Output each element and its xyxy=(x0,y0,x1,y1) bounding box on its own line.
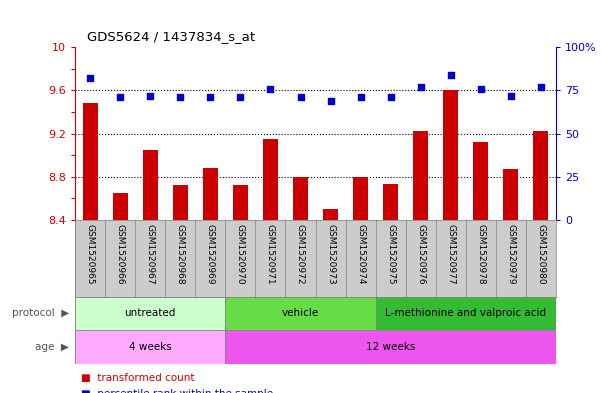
Bar xyxy=(233,185,248,220)
Bar xyxy=(203,168,218,220)
Bar xyxy=(353,177,368,220)
Point xyxy=(326,97,335,104)
Bar xyxy=(83,103,97,220)
Point xyxy=(476,86,486,92)
Bar xyxy=(444,90,459,220)
Text: GSM1520976: GSM1520976 xyxy=(416,224,425,285)
Text: GSM1520966: GSM1520966 xyxy=(116,224,124,285)
Text: GSM1520977: GSM1520977 xyxy=(447,224,455,285)
Text: L-methionine and valproic acid: L-methionine and valproic acid xyxy=(385,309,546,318)
Bar xyxy=(75,297,225,330)
Point xyxy=(386,94,395,101)
Text: vehicle: vehicle xyxy=(282,309,319,318)
Point xyxy=(266,86,275,92)
Bar xyxy=(534,131,549,220)
Point xyxy=(446,72,456,78)
Text: ■  percentile rank within the sample: ■ percentile rank within the sample xyxy=(81,389,273,393)
Text: GSM1520980: GSM1520980 xyxy=(537,224,545,285)
Point xyxy=(85,75,95,81)
Bar xyxy=(474,142,488,220)
Text: 12 weeks: 12 weeks xyxy=(366,342,415,352)
Text: 4 weeks: 4 weeks xyxy=(129,342,172,352)
Text: GSM1520969: GSM1520969 xyxy=(206,224,215,285)
Bar xyxy=(323,209,338,220)
Point xyxy=(236,94,245,101)
Text: GSM1520965: GSM1520965 xyxy=(86,224,94,285)
Point xyxy=(145,92,155,99)
Bar xyxy=(143,150,157,220)
Text: GSM1520973: GSM1520973 xyxy=(326,224,335,285)
Point xyxy=(416,84,426,90)
Bar xyxy=(383,184,398,220)
Point xyxy=(115,94,125,101)
Bar xyxy=(225,330,556,364)
Text: GSM1520972: GSM1520972 xyxy=(296,224,305,285)
Text: GSM1520967: GSM1520967 xyxy=(146,224,154,285)
Text: age  ▶: age ▶ xyxy=(35,342,69,352)
Bar xyxy=(75,330,225,364)
Point xyxy=(175,94,185,101)
Bar xyxy=(225,297,376,330)
Point xyxy=(296,94,305,101)
Bar xyxy=(504,169,519,220)
Text: GSM1520970: GSM1520970 xyxy=(236,224,245,285)
Text: GSM1520974: GSM1520974 xyxy=(356,224,365,285)
Text: untreated: untreated xyxy=(124,309,176,318)
Text: GSM1520968: GSM1520968 xyxy=(176,224,185,285)
Point xyxy=(356,94,365,101)
Text: GDS5624 / 1437834_s_at: GDS5624 / 1437834_s_at xyxy=(87,30,255,43)
Bar xyxy=(113,193,128,220)
Text: GSM1520978: GSM1520978 xyxy=(477,224,485,285)
Point xyxy=(206,94,215,101)
Point xyxy=(536,84,546,90)
Bar xyxy=(263,139,278,220)
Text: GSM1520971: GSM1520971 xyxy=(266,224,275,285)
Text: GSM1520975: GSM1520975 xyxy=(386,224,395,285)
Bar xyxy=(376,297,556,330)
Text: ■  transformed count: ■ transformed count xyxy=(81,373,195,383)
Point xyxy=(506,92,516,99)
Bar xyxy=(293,177,308,220)
Text: GSM1520979: GSM1520979 xyxy=(507,224,515,285)
Text: protocol  ▶: protocol ▶ xyxy=(12,309,69,318)
Bar xyxy=(413,131,428,220)
Bar xyxy=(173,185,188,220)
